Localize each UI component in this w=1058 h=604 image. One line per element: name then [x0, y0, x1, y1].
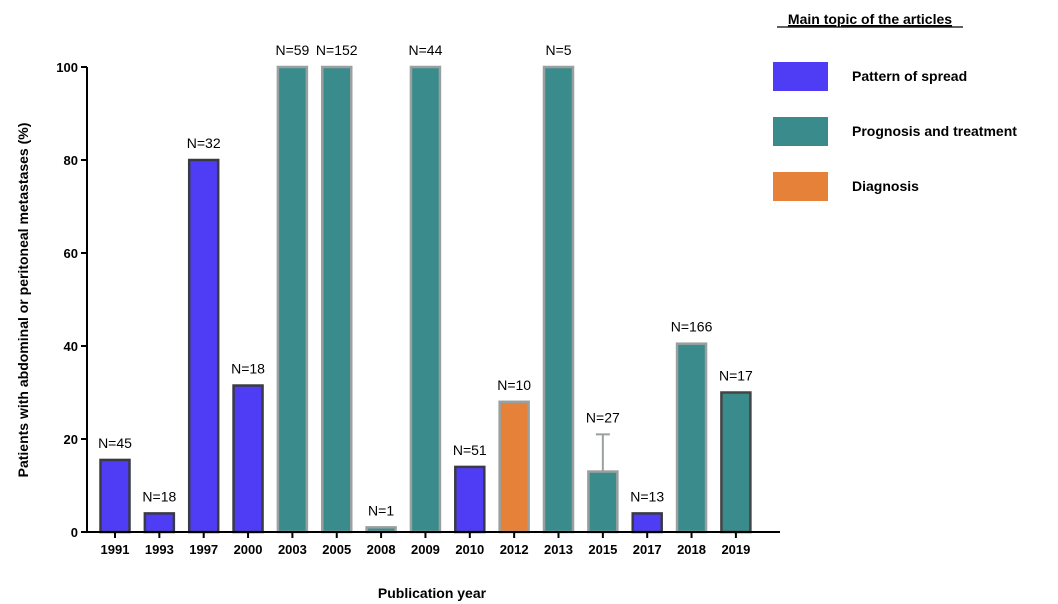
n-label-2019: N=17 — [719, 368, 753, 384]
bar-2019 — [720, 391, 752, 534]
x-tick-label-2012: 2012 — [500, 542, 529, 557]
x-tick-label-2000: 2000 — [234, 542, 263, 557]
bar-2000 — [232, 384, 264, 534]
legend-swatch-pattern — [773, 62, 828, 91]
x-tick-label-2013: 2013 — [544, 542, 573, 557]
n-label-2013: N=5 — [545, 42, 571, 58]
y-axis: 0 20 40 60 80 100 — [56, 60, 88, 540]
n-label-2018: N=166 — [671, 319, 713, 335]
legend: Main topic of the articles Pattern of sp… — [773, 11, 1017, 201]
n-labels-group: N=45 N=18 N=32 N=18 N=59 N=152 N=1 N=44 N=51 N=10… — [98, 42, 753, 518]
x-axis: 1991 1993 1997 2000 2003 2005 2008 2009 2010 2012… — [86, 531, 780, 557]
n-label-2010: N=51 — [453, 442, 487, 458]
x-tick-label-2018: 2018 — [677, 542, 706, 557]
bar-2015 — [587, 470, 619, 534]
bar-2013 — [542, 65, 575, 534]
x-tick-label-1993: 1993 — [145, 542, 174, 557]
bar-2017 — [631, 512, 663, 534]
x-tick-label-2009: 2009 — [411, 542, 440, 557]
x-tick-label-2010: 2010 — [455, 542, 484, 557]
n-label-1991: N=45 — [98, 435, 132, 451]
n-label-2000: N=18 — [231, 361, 265, 377]
n-label-2009: N=44 — [409, 42, 443, 58]
y-axis-title: Patients with abdominal or peritoneal me… — [15, 123, 31, 478]
y-tick-label-0: 0 — [71, 525, 78, 540]
n-label-1997: N=32 — [187, 135, 221, 151]
x-tick-label-2015: 2015 — [588, 542, 617, 557]
n-label-1993: N=18 — [142, 488, 176, 504]
x-tick-label-2017: 2017 — [633, 542, 662, 557]
bar-1991 — [99, 458, 131, 534]
x-tick-label-2005: 2005 — [322, 542, 351, 557]
bar-2010 — [454, 465, 486, 534]
n-label-2005: N=152 — [316, 42, 358, 58]
legend-label-pattern: Pattern of spread — [852, 68, 967, 84]
bar-2018 — [675, 342, 708, 534]
x-axis-title: Publication year — [378, 585, 487, 601]
legend-title: Main topic of the articles — [788, 11, 952, 27]
bar-2003 — [276, 65, 309, 534]
legend-swatch-diagnosis — [773, 172, 828, 201]
n-label-2012: N=10 — [497, 377, 531, 393]
x-tick-label-1991: 1991 — [101, 542, 130, 557]
bars-group — [99, 65, 752, 534]
bar-2009 — [409, 65, 442, 534]
y-tick-label-100: 100 — [56, 60, 78, 75]
n-label-2015: N=27 — [586, 409, 620, 425]
legend-swatch-prognosis — [773, 117, 828, 146]
n-label-2017: N=13 — [630, 488, 664, 504]
legend-label-diagnosis: Diagnosis — [852, 178, 919, 194]
n-label-2008: N=1 — [368, 502, 394, 518]
y-tick-label-60: 60 — [64, 246, 78, 261]
bar-1993 — [143, 512, 176, 534]
error-bars-group — [595, 433, 610, 472]
x-tick-label-2019: 2019 — [721, 542, 750, 557]
bar-2005 — [321, 65, 353, 534]
bar-2012 — [498, 400, 530, 534]
n-label-2003: N=59 — [275, 42, 309, 58]
y-tick-label-40: 40 — [64, 339, 78, 354]
x-tick-label-1997: 1997 — [189, 542, 218, 557]
y-tick-label-20: 20 — [64, 432, 78, 447]
legend-label-prognosis: Prognosis and treatment — [852, 123, 1017, 139]
x-tick-label-2003: 2003 — [278, 542, 307, 557]
x-tick-label-2008: 2008 — [367, 542, 396, 557]
bar-1997 — [187, 158, 220, 534]
y-tick-label-80: 80 — [64, 153, 78, 168]
